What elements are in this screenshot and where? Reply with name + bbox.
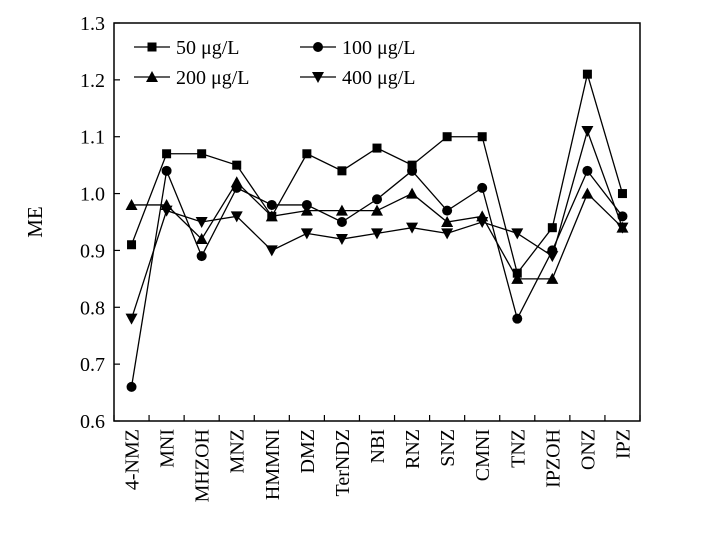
data-point (266, 199, 277, 210)
y-tick-label: 1.2 (80, 70, 105, 92)
legend-marker (146, 71, 158, 82)
legend-item: 50 μg/L (134, 37, 240, 59)
data-point (335, 204, 348, 216)
data-point (300, 228, 313, 240)
data-point (547, 223, 557, 233)
data-point (476, 217, 489, 228)
legend-label: 50 μg/L (176, 37, 240, 59)
data-point (302, 149, 312, 159)
data-point (617, 211, 628, 222)
x-tick-label: MNI (157, 429, 179, 468)
legend-label: 100 μg/L (342, 37, 416, 59)
x-tick-label: MHZOH (192, 429, 214, 502)
data-point (127, 240, 137, 250)
data-point (442, 205, 453, 216)
data-point (195, 217, 208, 228)
data-point (125, 313, 138, 325)
data-point (406, 222, 419, 234)
data-point (512, 313, 523, 324)
y-tick-label: 0.9 (80, 240, 105, 262)
legend-label: 400 μg/L (342, 67, 416, 89)
y-tick-label: 0.7 (80, 354, 105, 376)
data-point (372, 194, 382, 205)
legend-label: 200 μg/L (176, 67, 250, 89)
x-tick-label: HMMNI (262, 429, 284, 500)
x-tick-label: DMZ (297, 429, 319, 473)
y-tick-label: 0.8 (80, 297, 105, 319)
data-point (300, 204, 313, 216)
data-point (407, 165, 418, 176)
data-point (160, 205, 173, 217)
legend-marker (147, 42, 157, 52)
data-point (477, 132, 487, 142)
legend-item: 200 μg/L (134, 67, 250, 89)
data-point (546, 251, 559, 263)
data-point (441, 216, 454, 227)
data-point (126, 381, 137, 392)
series-4 (125, 126, 629, 325)
data-point (230, 176, 243, 188)
data-point (617, 189, 627, 199)
y-tick-label: 1.0 (80, 184, 105, 206)
data-point (335, 234, 348, 246)
x-tick-label: ONZ (577, 429, 599, 470)
y-axis-label: ME (23, 206, 47, 238)
legend-item: 100 μg/L (300, 37, 416, 59)
data-point (195, 233, 208, 245)
data-point (581, 126, 594, 138)
data-point (232, 160, 242, 170)
x-tick-label: 4-NMZ (122, 429, 144, 490)
series-2 (126, 165, 628, 392)
legend-item: 400 μg/L (300, 67, 416, 89)
x-tick-label: CMNI (472, 429, 494, 481)
data-point (197, 149, 207, 159)
x-tick-label: SNZ (437, 429, 459, 467)
plot-frame (113, 22, 641, 422)
x-tick-label: RNZ (402, 429, 424, 469)
series-layer (125, 69, 629, 392)
data-point (477, 182, 488, 193)
x-axis: 4-NMZ MNI MHZOH MNZ HMMNI DMZ TerNDZ NBI RNZ SNZ C… (113, 415, 641, 502)
data-point (336, 217, 347, 227)
data-point (406, 187, 419, 199)
x-tick-label: TNZ (507, 429, 529, 468)
x-tick-label: IPZOH (542, 429, 564, 488)
data-point (582, 69, 592, 79)
x-tick-label: IPZ (612, 429, 634, 459)
data-point (265, 245, 278, 257)
data-point (371, 204, 383, 216)
data-point (581, 187, 594, 199)
data-point (372, 143, 382, 153)
data-point (265, 210, 278, 222)
y-tick-label: 0.6 (80, 411, 105, 433)
legend-marker (313, 42, 323, 52)
data-point (371, 228, 383, 240)
data-point (441, 228, 454, 240)
x-tick-label: MNZ (227, 429, 249, 473)
y-tick-label: 1.1 (80, 127, 105, 149)
data-point (546, 272, 559, 284)
data-point (407, 160, 417, 170)
y-tick-label: 1.3 (80, 13, 105, 35)
legend-marker (312, 72, 324, 83)
data-point (162, 149, 172, 159)
data-point (230, 211, 243, 223)
data-point (125, 198, 138, 210)
data-point (616, 222, 629, 234)
x-tick-label: TerNDZ (332, 429, 354, 496)
data-point (337, 166, 347, 176)
data-point (511, 272, 524, 284)
data-point (511, 228, 524, 240)
data-point (196, 251, 207, 262)
data-point (161, 165, 172, 176)
x-tick-label: NBI (367, 429, 389, 463)
data-point (582, 165, 593, 176)
y-axis: 0.6 0.7 0.8 0.9 1.0 1.1 1.2 1.3 (80, 13, 120, 433)
legend: 50 μg/L 100 μg/L 200 μg/L 400 μg/L (134, 37, 416, 89)
data-point (442, 132, 452, 142)
